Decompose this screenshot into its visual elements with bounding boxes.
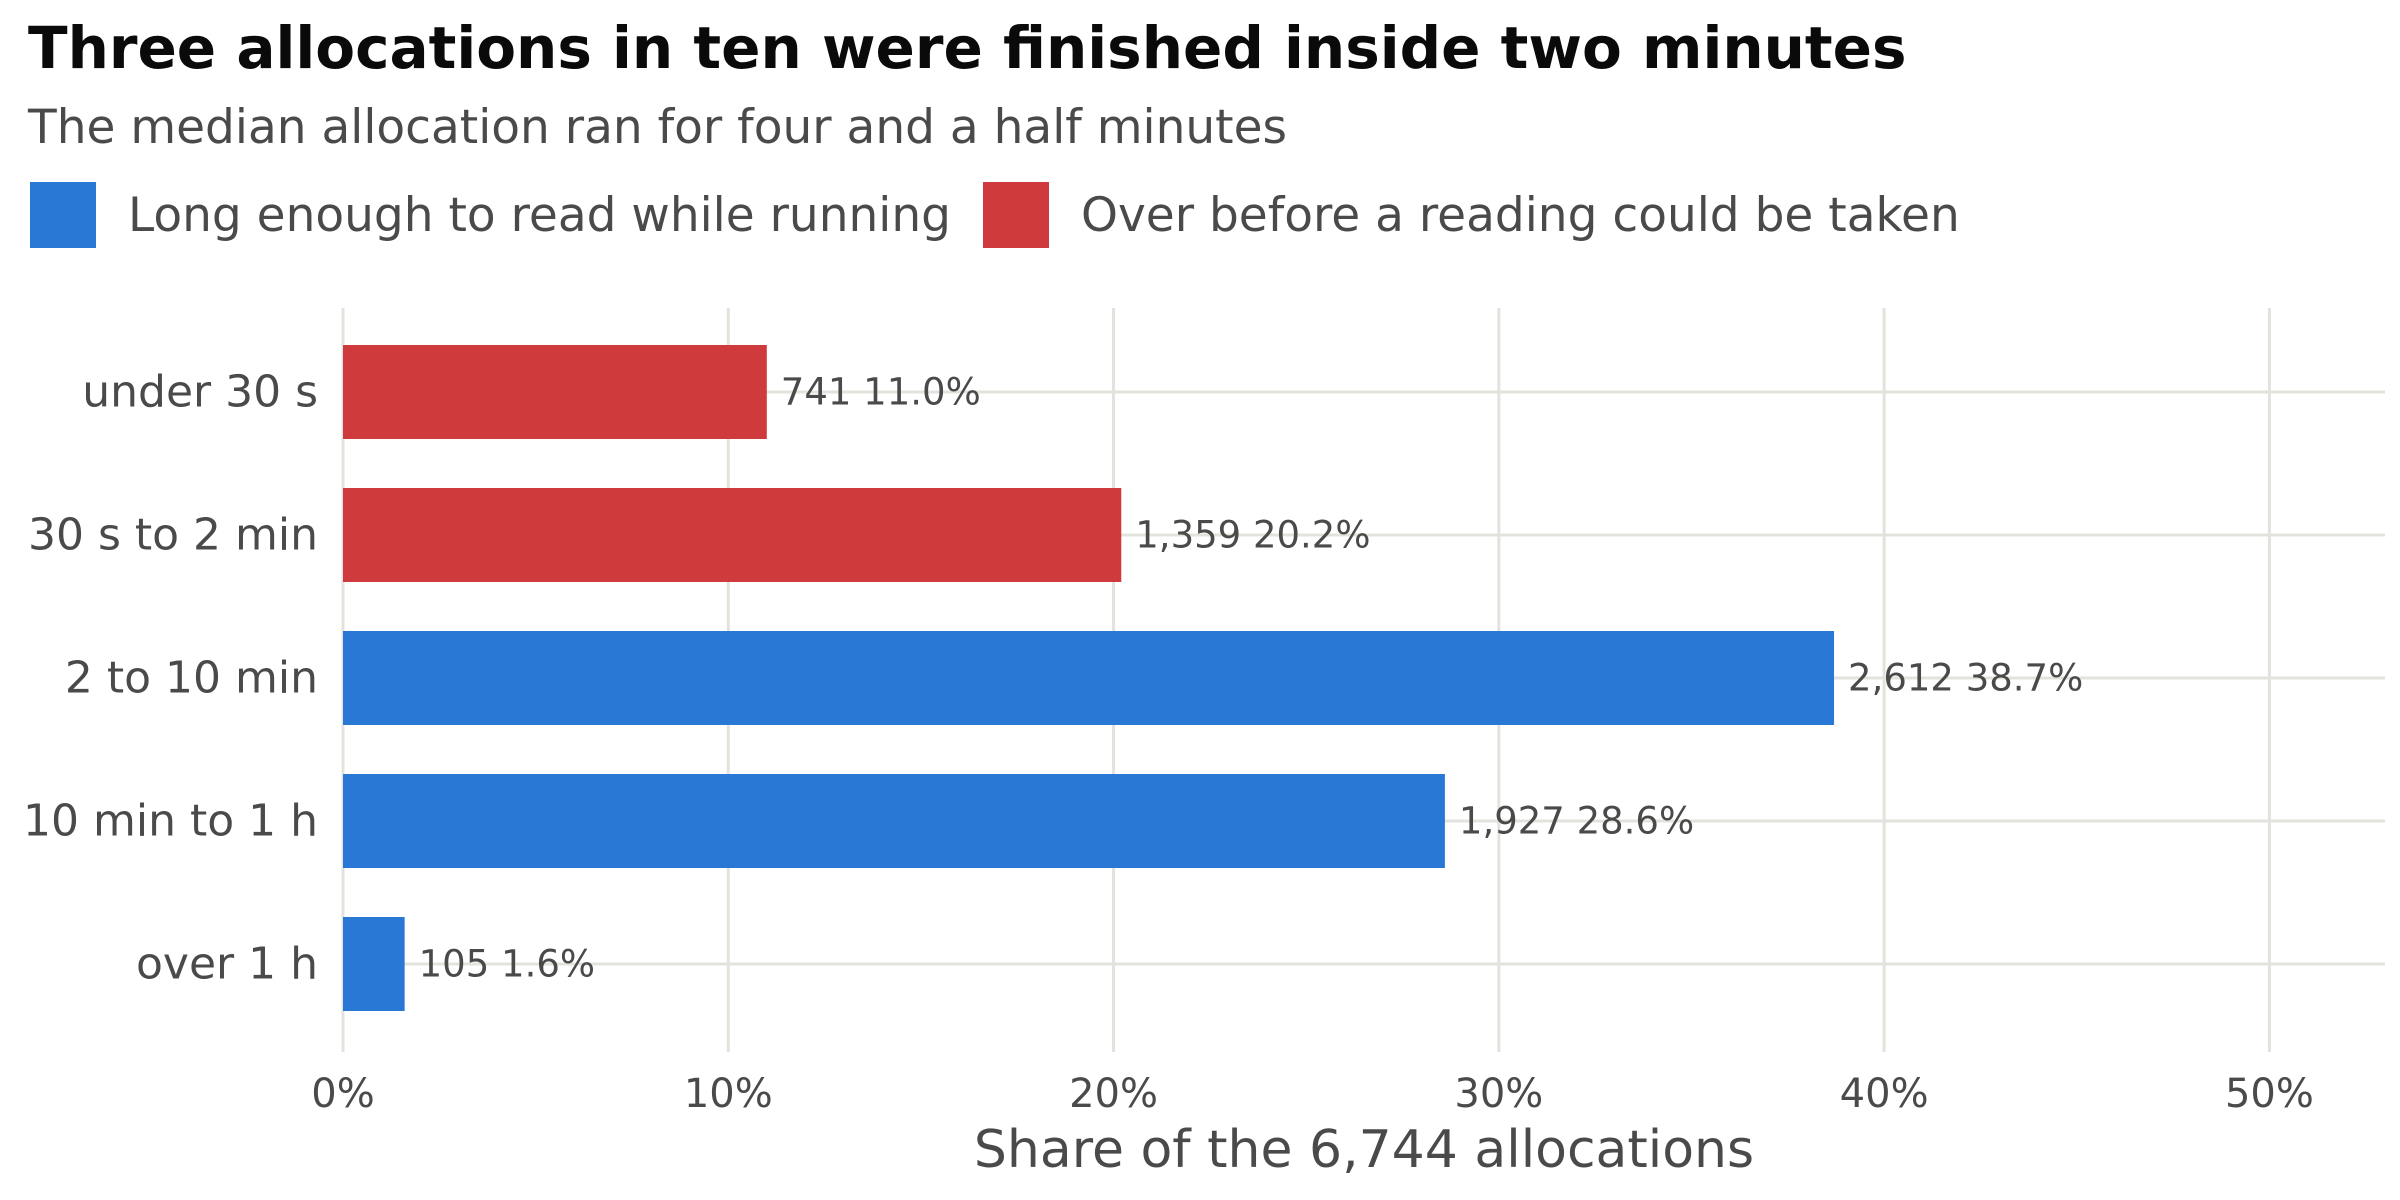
legend-swatch-long <box>30 182 96 248</box>
legend: Long enough to read while running Over b… <box>30 182 1992 248</box>
data-label: 1,359 20.2% <box>1135 514 1370 557</box>
data-label: 2,612 38.7% <box>1848 657 2083 700</box>
x-tick-label: 10% <box>684 1071 773 1117</box>
category-label: under 30 s <box>82 367 318 418</box>
bar <box>343 345 767 439</box>
x-axis-title: Share of the 6,744 allocations <box>974 1120 1754 1180</box>
category-label: 2 to 10 min <box>65 653 318 704</box>
chart-subtitle: The median allocation ran for four and a… <box>28 100 1288 155</box>
category-label: over 1 h <box>136 939 318 990</box>
legend-label-over: Over before a reading could be taken <box>1080 187 1960 243</box>
x-tick-label: 30% <box>1454 1071 1543 1117</box>
x-tick-label: 0% <box>311 1071 374 1117</box>
legend-swatch-over <box>982 182 1049 248</box>
legend-label-long: Long enough to read while running <box>128 187 951 243</box>
bar <box>343 488 1122 582</box>
chart-title: Three allocations in ten were finished i… <box>28 14 1907 82</box>
category-label: 30 s to 2 min <box>28 510 318 561</box>
x-tick-label: 50% <box>2225 1071 2314 1117</box>
data-label: 741 11.0% <box>781 371 981 414</box>
bar <box>343 774 1445 868</box>
category-label: 10 min to 1 h <box>23 796 318 847</box>
data-label: 1,927 28.6% <box>1459 800 1694 843</box>
x-tick-label: 40% <box>1840 1071 1929 1117</box>
bar <box>343 631 1835 725</box>
data-label: 105 1.6% <box>419 943 595 986</box>
x-tick-label: 20% <box>1069 1071 1158 1117</box>
bar <box>343 917 405 1011</box>
